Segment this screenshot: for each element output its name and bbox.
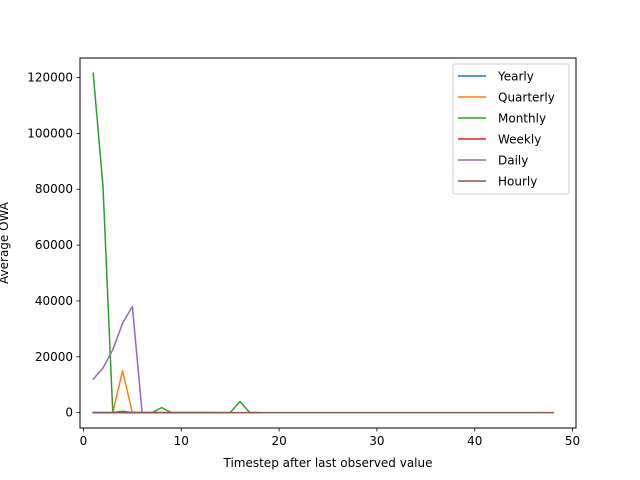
x-tick-label: 50	[565, 434, 580, 448]
y-tick-label: 120000	[27, 71, 73, 85]
legend-label-daily: Daily	[498, 154, 528, 168]
series-layer	[92, 72, 554, 414]
y-tick-label: 40000	[35, 294, 73, 308]
legend-label-monthly: Monthly	[498, 112, 546, 126]
legend-label-yearly: Yearly	[497, 70, 534, 84]
x-tick-label: 20	[271, 434, 286, 448]
x-tick-label: 30	[369, 434, 384, 448]
x-axis-label: Timestep after last observed value	[222, 456, 432, 470]
y-tick-label: 60000	[35, 238, 73, 252]
y-axis-ticks: 0 20000 40000 60000 80000 100000 120000	[27, 71, 80, 420]
x-tick-label: 10	[174, 434, 189, 448]
y-tick-label: 100000	[27, 126, 73, 140]
plot-area-frame	[79, 57, 577, 429]
legend-label-quarterly: Quarterly	[498, 91, 555, 105]
y-tick-label: 20000	[35, 350, 73, 364]
legend: Yearly Quarterly Monthly Weekly Daily Hourly	[452, 63, 570, 195]
x-axis-ticks: 0 10 20 30 40 50	[80, 428, 580, 448]
legend-label-hourly: Hourly	[498, 175, 537, 189]
y-axis-label: Average OWA	[0, 201, 11, 284]
x-tick-label: 0	[80, 434, 88, 448]
series-line-monthly	[92, 72, 261, 414]
y-tick-label: 80000	[35, 182, 73, 196]
legend-label-weekly: Weekly	[498, 133, 541, 147]
y-tick-label: 0	[65, 406, 73, 420]
series-line-quarterly	[92, 370, 163, 414]
x-tick-label: 40	[467, 434, 482, 448]
